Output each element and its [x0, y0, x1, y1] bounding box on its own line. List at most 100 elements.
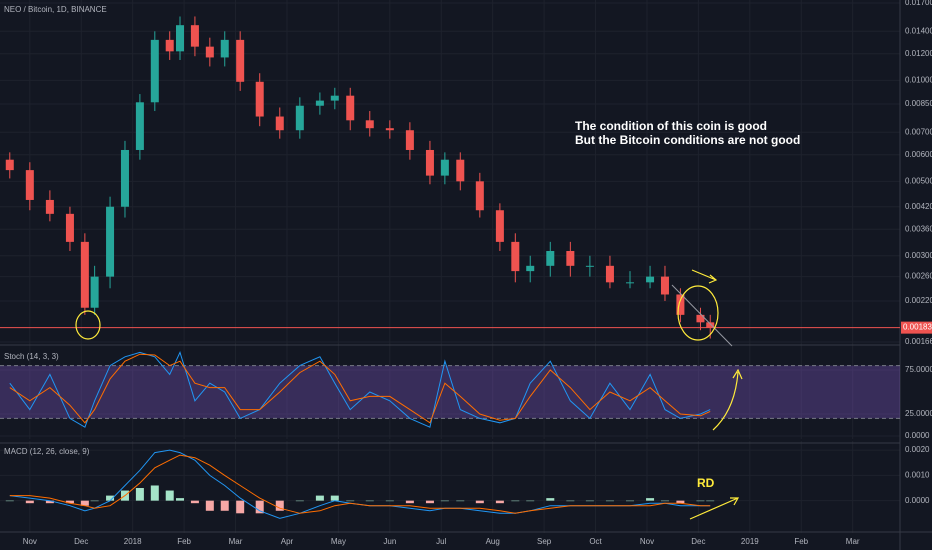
arrow-drawing [712, 368, 743, 431]
y-tick-label: 0.00166 [905, 337, 932, 346]
histogram-bar [80, 500, 89, 506]
y-tick-label: 0.0010 [905, 470, 930, 479]
y-tick-label: 0.00220 [905, 296, 932, 305]
histogram-bar [5, 500, 14, 502]
histogram-bar [135, 488, 144, 501]
candle-body [5, 159, 14, 171]
y-tick-label: 0.01200 [905, 49, 932, 58]
histogram-bar [190, 500, 199, 504]
annotation: The condition of this coin is good [575, 119, 767, 133]
histogram-bar [475, 500, 484, 504]
marks [0, 16, 900, 519]
candle-body [546, 250, 555, 266]
y-tick-label: 0.01000 [905, 75, 932, 84]
candle-body [706, 322, 715, 328]
candle-body [346, 95, 355, 121]
histogram-bar [585, 500, 594, 502]
histogram-bar [626, 500, 634, 502]
candle-body [385, 128, 394, 131]
histogram-bar [405, 500, 414, 504]
x-tick-label: Jun [383, 537, 396, 546]
x-tick-label: Nov [640, 537, 654, 546]
circle-drawing [75, 310, 101, 340]
candle-body [135, 102, 144, 150]
candle-body [405, 130, 414, 150]
histogram-bar [495, 500, 504, 504]
histogram-bar [566, 500, 575, 502]
histogram-bar [45, 500, 54, 504]
circle-drawing [677, 285, 719, 341]
y-tick-label: 0.0000 [905, 496, 930, 505]
histogram-bar [385, 500, 394, 502]
x-tick-label: 2019 [741, 537, 759, 546]
candle-body [275, 116, 284, 131]
candle-body [45, 199, 54, 214]
histogram-bar [236, 500, 245, 514]
x-tick-label: Dec [691, 537, 705, 546]
x-tick-label: Nov [23, 537, 37, 546]
candle-body [106, 206, 115, 277]
x-tick-label: Dec [74, 537, 88, 546]
y-tick-label: 0.01700 [905, 0, 932, 7]
candle-body [150, 39, 159, 103]
candle-body [65, 213, 74, 242]
histogram-bar [676, 500, 685, 504]
candle-body [205, 46, 214, 58]
histogram-bar [346, 500, 355, 502]
candle-body [676, 294, 685, 315]
histogram-bar [365, 500, 374, 502]
grid [0, 0, 900, 533]
histogram-bar [440, 500, 449, 502]
band-fill [0, 365, 900, 419]
histogram-bar [65, 500, 74, 504]
y-tick-label: 0.0020 [905, 445, 930, 454]
annotation: RD [697, 476, 715, 490]
candle-body [495, 210, 504, 242]
histogram-bar [220, 500, 229, 511]
candle-body [511, 241, 520, 272]
candle-body [585, 265, 594, 267]
x-tick-label: Aug [486, 537, 500, 546]
candle-body [660, 276, 669, 295]
histogram-bar [526, 500, 535, 502]
pane-title: MACD (12, 26, close, 9) [4, 447, 90, 456]
candle-body [646, 276, 655, 283]
y-tick-label: 0.0000 [905, 431, 930, 440]
arrow-drawing [691, 269, 718, 284]
candle-body [475, 181, 484, 211]
y-tick-label: 0.00500 [905, 176, 932, 185]
histogram-bar [646, 498, 655, 501]
histogram-bar [25, 500, 34, 504]
histogram-bar [315, 495, 324, 501]
pane-title: Stoch (14, 3, 3) [4, 352, 59, 361]
candle-body [255, 81, 264, 117]
x-tick-label: Sep [537, 537, 552, 546]
candle-body [330, 95, 339, 101]
candle-body [220, 39, 229, 58]
candle-body [80, 241, 89, 308]
x-tick-label: Apr [281, 537, 294, 546]
y-tick-label: 0.00700 [905, 127, 932, 136]
x-tick-label: 2018 [124, 537, 142, 546]
trend-line [671, 284, 733, 347]
y-tick-label: 0.00260 [905, 272, 932, 281]
candle-body [190, 25, 199, 47]
histogram-bar [546, 498, 555, 501]
candle-body [566, 250, 575, 266]
x-tick-label: Jul [436, 537, 446, 546]
histogram-bar [150, 485, 159, 501]
candle-body [605, 265, 614, 283]
candle-body [25, 170, 34, 200]
y-tick-label: 0.00420 [905, 202, 932, 211]
price-label: 0.001832 [903, 323, 932, 332]
series-line [9, 454, 711, 514]
histogram-bar [706, 500, 715, 502]
histogram-bar [165, 490, 174, 501]
x-tick-label: Feb [177, 537, 191, 546]
histogram-bar [511, 500, 520, 502]
histogram-bar [696, 500, 705, 502]
candle-body [696, 314, 705, 323]
candle-body [425, 149, 434, 176]
